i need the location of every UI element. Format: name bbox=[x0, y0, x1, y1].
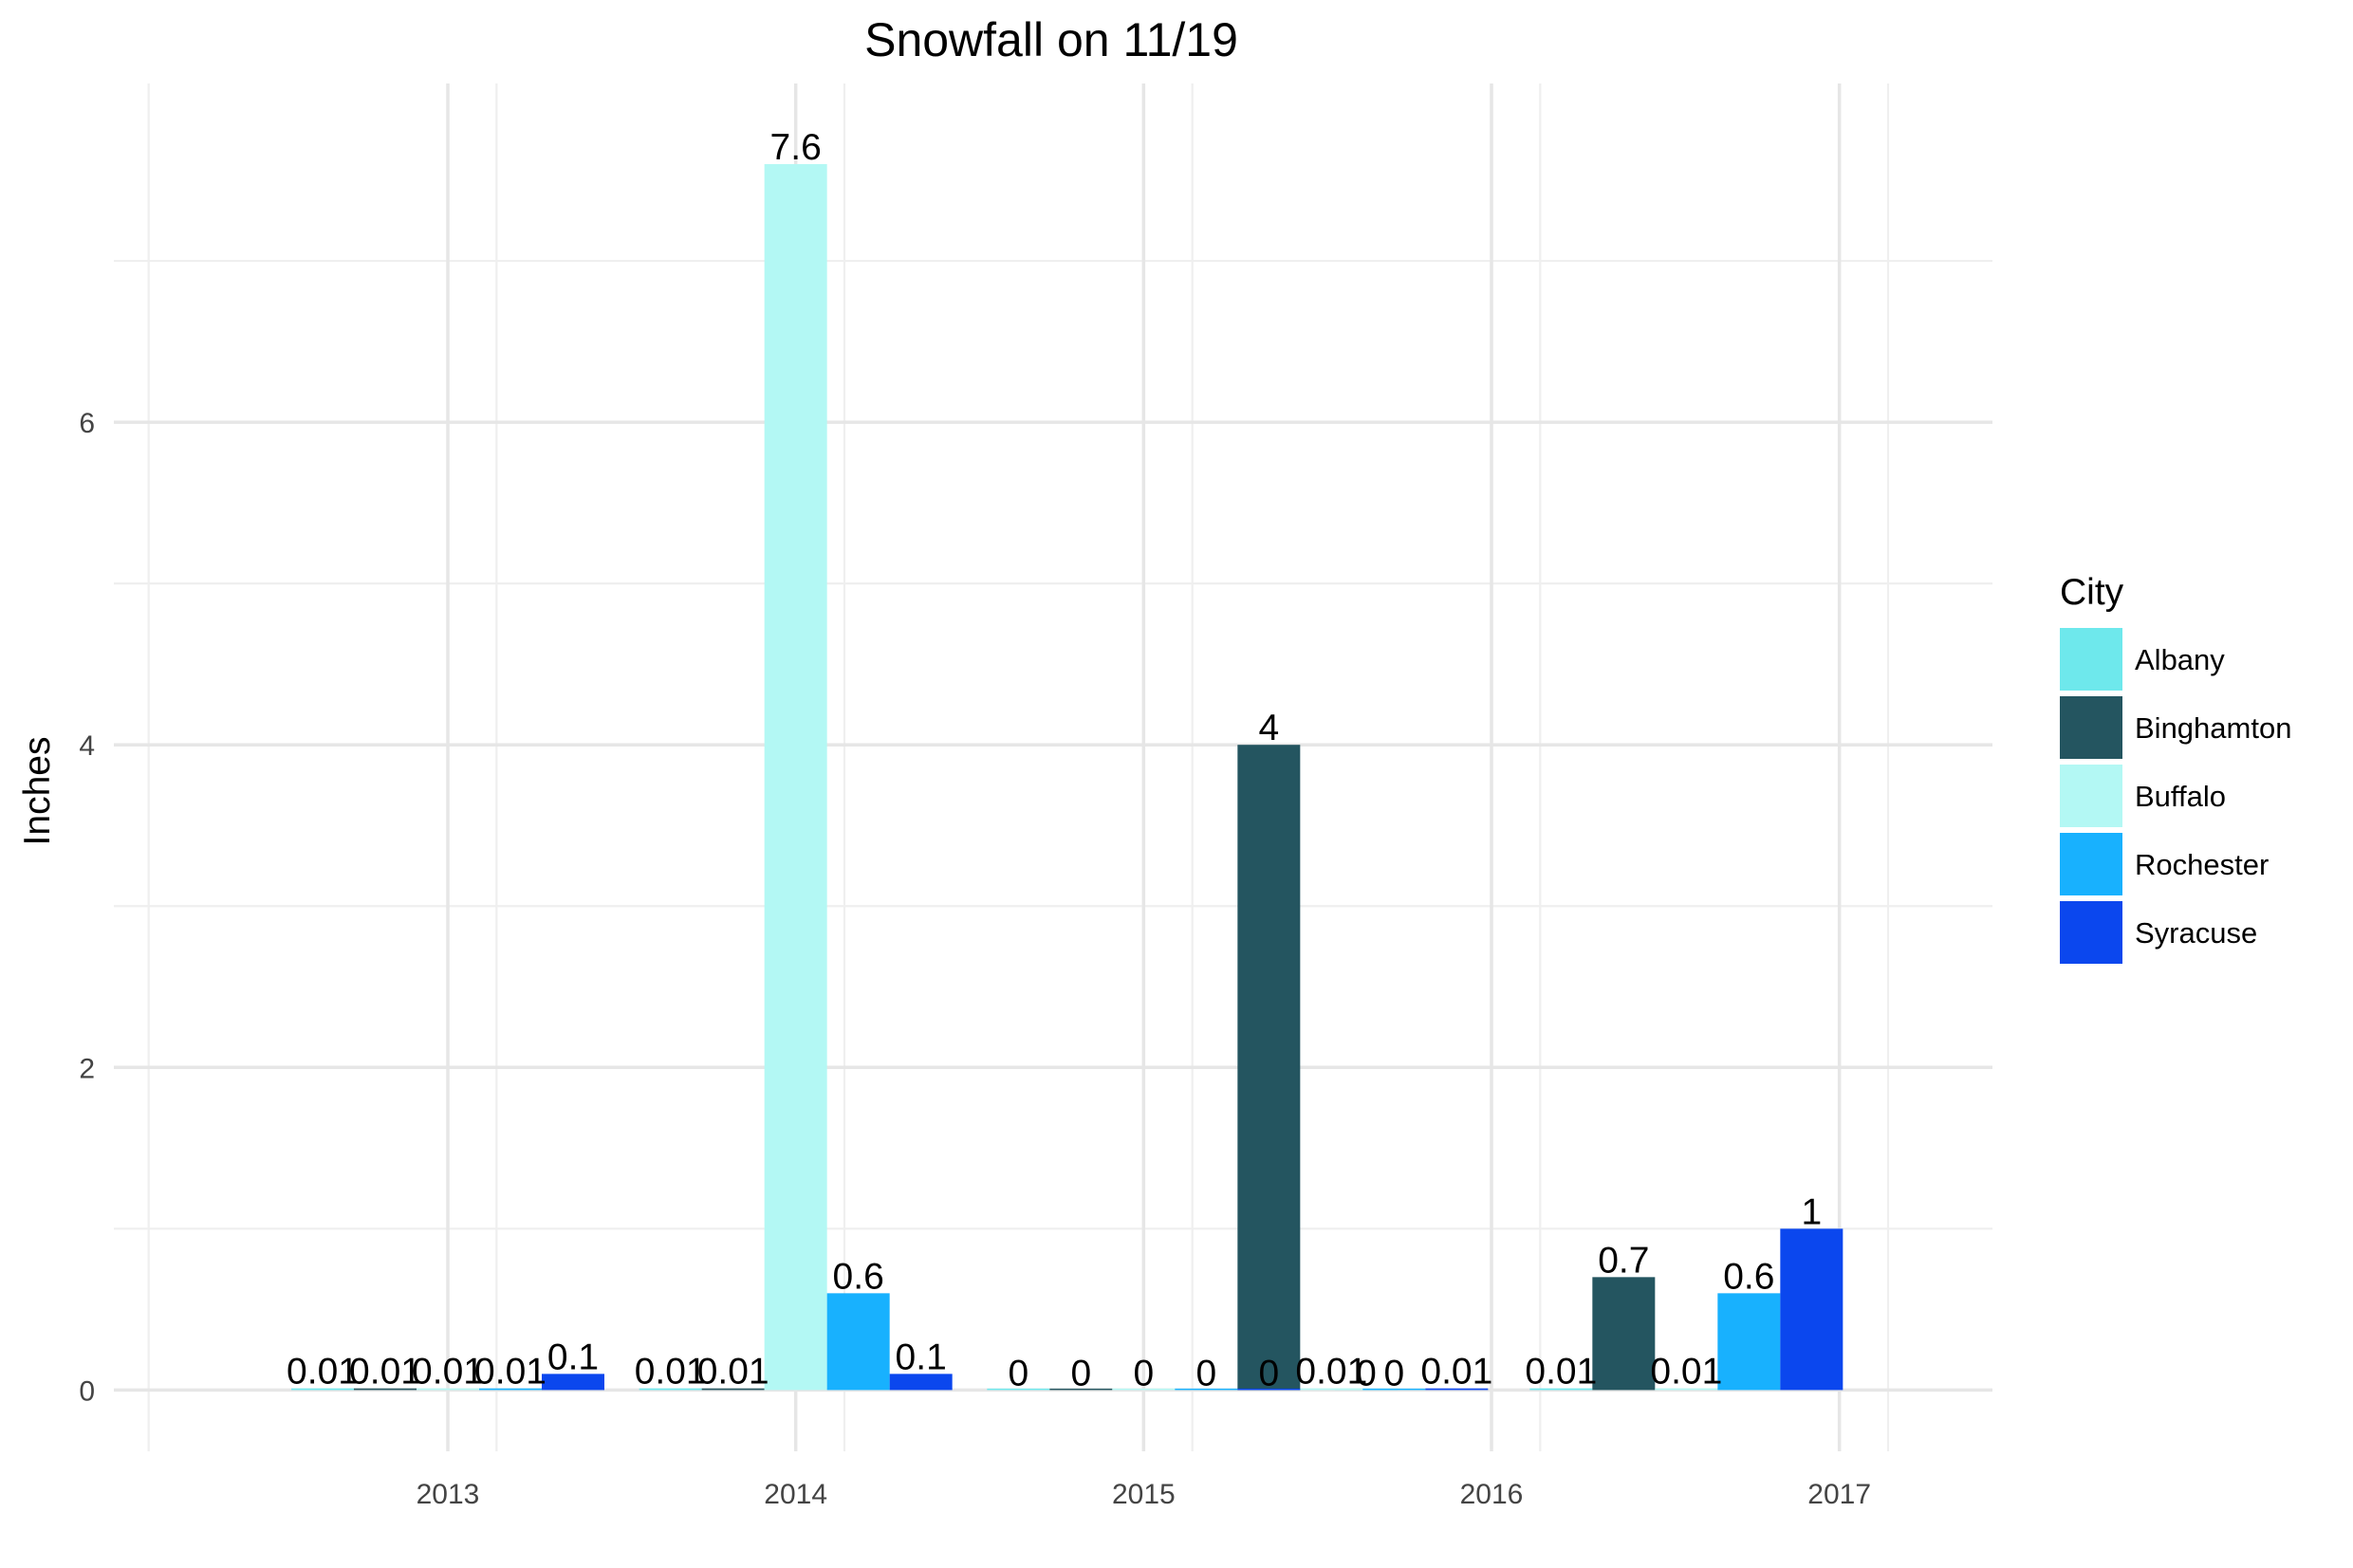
data-label-rochester: 0.6 bbox=[1723, 1256, 1774, 1297]
y-axis-title: Inches bbox=[17, 737, 58, 846]
data-label-albany: 0 bbox=[1008, 1353, 1028, 1393]
data-label-buffalo: 0.01 bbox=[1295, 1352, 1367, 1393]
data-label-binghamton: 4 bbox=[1258, 708, 1279, 748]
bar-albany bbox=[291, 1388, 354, 1391]
data-label-albany: 0.01 bbox=[635, 1352, 707, 1393]
data-label-layer: 0.01 0.01 0 0 0.010.01 0.01 040.70.017.60 0.01 0… bbox=[287, 127, 1822, 1393]
data-label-albany: 0.01 bbox=[1525, 1352, 1597, 1393]
data-label-syracuse: 0 bbox=[1258, 1353, 1279, 1393]
bar-binghamton bbox=[354, 1388, 417, 1391]
bar-rochester bbox=[479, 1388, 542, 1391]
bar-syracuse bbox=[1425, 1388, 1489, 1391]
x-tick-label: 2016 bbox=[1460, 1479, 1524, 1510]
data-label-rochester: 0.6 bbox=[833, 1256, 884, 1297]
bar-buffalo bbox=[417, 1388, 479, 1391]
bar-binghamton bbox=[701, 1388, 765, 1391]
bar-buffalo bbox=[1112, 1388, 1176, 1391]
bar-albany bbox=[987, 1388, 1050, 1391]
legend-label-binghamton: Binghamton bbox=[2135, 711, 2291, 745]
bar-buffalo bbox=[1655, 1388, 1718, 1391]
bar-layer bbox=[291, 164, 1843, 1391]
data-label-rochester: 0 bbox=[1195, 1353, 1216, 1393]
data-label-syracuse: 0.1 bbox=[896, 1337, 947, 1377]
legend-key-albany bbox=[2060, 628, 2122, 691]
legend: City Albany Binghamton Buffalo Rochester Syr… bbox=[2060, 572, 2291, 964]
y-tick-label: 2 bbox=[79, 1053, 95, 1084]
y-tick-label: 6 bbox=[79, 408, 95, 439]
bar-buffalo bbox=[1300, 1388, 1363, 1391]
bar-syracuse bbox=[1780, 1228, 1843, 1391]
axis-layer: 0 2 4 6 2013 2014 2015 2016 2017 bbox=[79, 408, 1871, 1510]
grid-layer bbox=[114, 83, 1992, 1451]
bar-albany bbox=[639, 1388, 702, 1391]
bar-syracuse bbox=[889, 1374, 953, 1391]
data-label-buffalo: 7.6 bbox=[770, 127, 822, 168]
bar-binghamton bbox=[1049, 1388, 1113, 1391]
data-label-syracuse: 0.01 bbox=[1420, 1352, 1492, 1393]
bar-albany bbox=[1529, 1388, 1593, 1391]
bar-syracuse bbox=[1237, 1388, 1301, 1391]
data-label-buffalo: 0.01 bbox=[412, 1352, 484, 1393]
data-label-buffalo: 0.01 bbox=[1650, 1352, 1722, 1393]
x-tick-label: 2017 bbox=[1807, 1479, 1871, 1510]
bar-rochester bbox=[1362, 1388, 1426, 1391]
data-label-syracuse: 0.1 bbox=[547, 1337, 599, 1377]
legend-label-syracuse: Syracuse bbox=[2135, 916, 2257, 950]
data-label-buffalo: 0 bbox=[1133, 1353, 1154, 1393]
data-label-syracuse: 1 bbox=[1801, 1191, 1822, 1232]
data-label-albany: 0.01 bbox=[287, 1352, 359, 1393]
data-label-rochester: 0 bbox=[1383, 1353, 1404, 1393]
x-tick-label: 2015 bbox=[1112, 1479, 1176, 1510]
legend-title: City bbox=[2060, 572, 2124, 613]
legend-label-buffalo: Buffalo bbox=[2135, 780, 2226, 813]
x-tick-label: 2014 bbox=[764, 1479, 827, 1510]
legend-key-binghamton bbox=[2060, 696, 2122, 759]
data-label-albany: 0 bbox=[1356, 1353, 1377, 1393]
data-label-rochester: 0.01 bbox=[474, 1352, 547, 1393]
legend-key-buffalo bbox=[2060, 765, 2122, 827]
bar-binghamton bbox=[1592, 1277, 1656, 1391]
bar-rochester bbox=[826, 1293, 890, 1391]
legend-key-syracuse bbox=[2060, 901, 2122, 964]
y-tick-label: 0 bbox=[79, 1375, 95, 1407]
legend-label-rochester: Rochester bbox=[2135, 848, 2269, 881]
bar-rochester bbox=[1717, 1293, 1781, 1391]
y-tick-label: 4 bbox=[79, 730, 95, 762]
bar-syracuse bbox=[542, 1374, 604, 1391]
data-label-binghamton: 0.01 bbox=[349, 1352, 421, 1393]
data-label-binghamton: 0 bbox=[1070, 1353, 1091, 1393]
bar-buffalo bbox=[764, 164, 827, 1391]
data-label-binghamton: 0.7 bbox=[1598, 1240, 1649, 1281]
chart-title: Snowfall on 11/19 bbox=[864, 13, 1238, 66]
x-tick-label: 2013 bbox=[417, 1479, 480, 1510]
data-label-binghamton: 0.01 bbox=[697, 1352, 769, 1393]
bar-rochester bbox=[1175, 1388, 1238, 1391]
legend-label-albany: Albany bbox=[2135, 643, 2225, 676]
bar-binghamton bbox=[1237, 745, 1301, 1391]
legend-key-rochester bbox=[2060, 833, 2122, 895]
